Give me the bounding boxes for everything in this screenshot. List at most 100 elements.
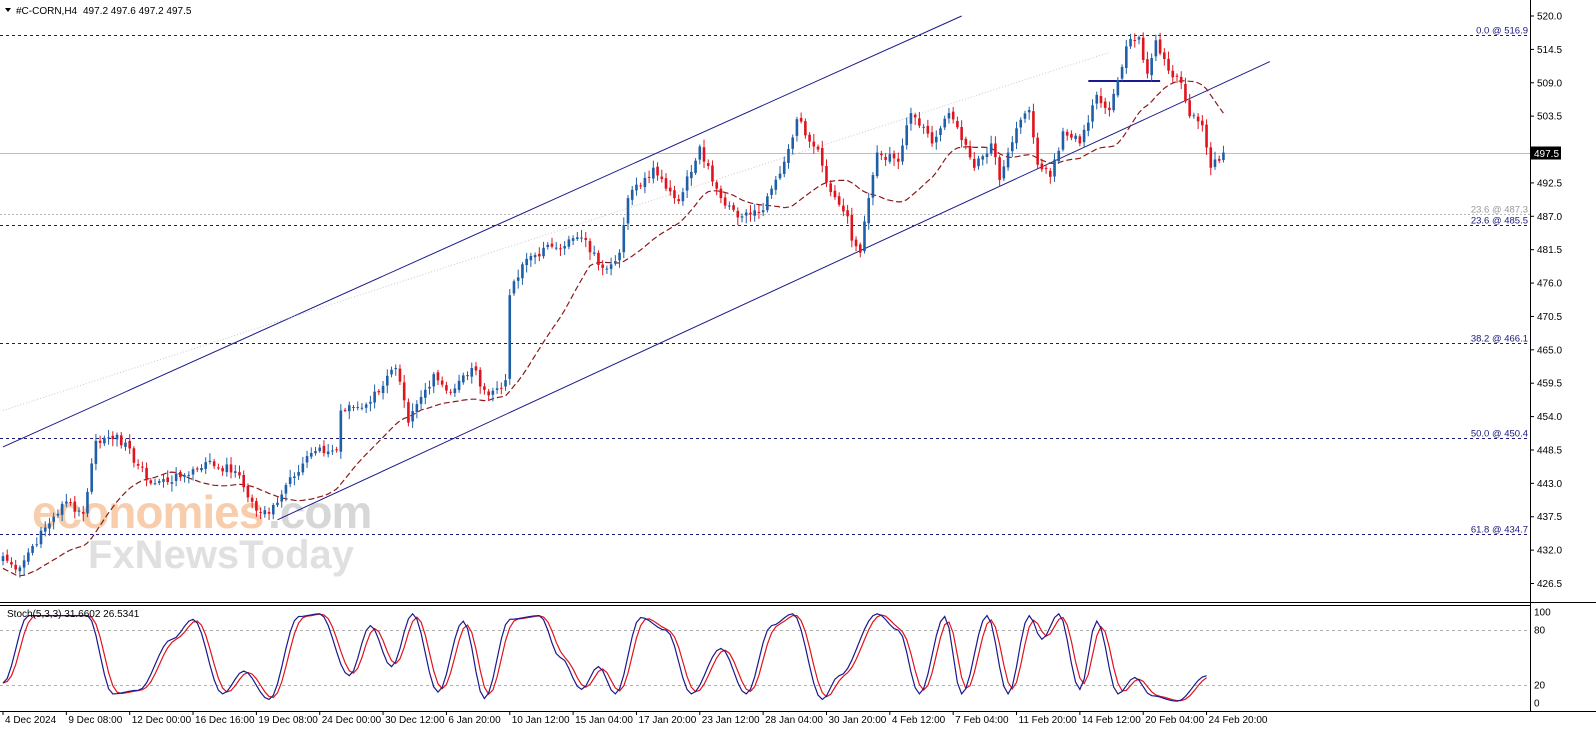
candle-body <box>483 386 486 390</box>
fib-label-4: 50.0 @ 450.4 <box>1471 429 1528 440</box>
candle-body <box>1179 76 1183 83</box>
candle <box>723 192 727 209</box>
candle <box>385 369 389 394</box>
candle-body <box>221 468 224 472</box>
candle-body <box>1053 159 1056 177</box>
candle-body <box>858 244 862 253</box>
candle <box>466 371 469 381</box>
candle-body <box>1154 40 1158 57</box>
current-price-label: 497.5 <box>1534 149 1559 160</box>
candle-body <box>956 120 959 128</box>
candle-body <box>635 184 638 191</box>
stoch-signal-line <box>2 613 1207 702</box>
candle <box>614 255 617 266</box>
price-tick-label: 470.5 <box>1537 312 1562 323</box>
candle-body <box>1061 131 1065 150</box>
candle-body <box>174 473 178 481</box>
candle <box>48 517 51 536</box>
trend-channel[interactable] <box>2 15 1271 521</box>
fib-label-1: 23.6 @ 487.3 <box>1471 205 1528 216</box>
candle-body <box>495 388 499 390</box>
time-tick-label: 19 Dec 08:00 <box>258 715 318 726</box>
candle <box>715 180 718 196</box>
candle-body <box>288 477 292 484</box>
candle-body <box>297 471 300 476</box>
candle <box>546 242 550 250</box>
candle <box>728 201 731 210</box>
candle <box>1074 133 1077 142</box>
candle <box>664 173 668 192</box>
candle-body <box>373 391 376 403</box>
candle-body <box>1217 158 1221 161</box>
candle-body <box>947 113 951 119</box>
candle <box>347 401 351 420</box>
candle <box>964 136 968 150</box>
price-tick-label: 437.5 <box>1537 512 1562 523</box>
candle-body <box>728 205 731 207</box>
candle-body <box>478 369 482 387</box>
candle-body <box>580 237 583 239</box>
candle <box>521 262 524 285</box>
price-tick-label: 454.0 <box>1537 412 1562 423</box>
candle-body <box>571 238 575 241</box>
candle-body <box>538 253 541 257</box>
candle <box>601 260 604 276</box>
candle <box>994 136 997 165</box>
candle <box>677 194 680 204</box>
candle <box>73 495 77 519</box>
candle-body <box>533 255 537 258</box>
time-tick-label: 11 Feb 20:00 <box>1019 715 1078 726</box>
candle-body <box>825 166 828 183</box>
price-tick-label: 448.5 <box>1537 445 1562 456</box>
dropdown-triangle-icon[interactable] <box>5 8 11 12</box>
candle-body <box>1006 152 1010 168</box>
candle-body <box>601 264 604 268</box>
candle <box>424 383 427 405</box>
candle <box>1002 160 1006 182</box>
candle <box>394 364 398 376</box>
candle <box>580 229 583 243</box>
candle-body <box>808 134 811 142</box>
candle <box>280 490 284 508</box>
candle-body <box>896 158 900 162</box>
candle <box>1209 142 1213 176</box>
candle-body <box>470 368 474 377</box>
candle-body <box>229 464 233 473</box>
candle-body <box>141 466 144 468</box>
candle <box>1222 145 1225 163</box>
candle-body <box>339 410 343 452</box>
candle-body <box>664 178 668 189</box>
candle-body <box>1108 107 1111 111</box>
candle <box>1082 124 1086 148</box>
candle-body <box>217 467 220 469</box>
candle-body <box>200 468 203 471</box>
candle <box>449 389 452 396</box>
candle-body <box>943 118 947 128</box>
candle-body <box>326 451 330 455</box>
candle-body <box>491 390 495 395</box>
stochastic-pane: 100 80 20 0 <box>0 608 1551 710</box>
candle-body <box>934 136 938 143</box>
candle <box>1137 35 1141 45</box>
candle-body <box>276 502 279 506</box>
candle-body <box>436 372 440 381</box>
watermark: economies .com FxNewsToday <box>32 486 372 577</box>
candle-body <box>761 210 765 213</box>
watermark-word-com: .com <box>268 486 371 538</box>
candle <box>1053 153 1056 182</box>
candle <box>939 125 942 142</box>
candle-body <box>673 190 676 199</box>
candle <box>1112 88 1115 113</box>
candle <box>808 132 811 148</box>
candle <box>871 172 875 206</box>
candle <box>191 466 195 481</box>
candle <box>1023 110 1027 123</box>
candle <box>740 213 744 223</box>
candle-body <box>964 138 968 145</box>
candle-body <box>905 125 909 146</box>
candle <box>35 537 39 548</box>
candle-body <box>52 516 55 522</box>
candle <box>440 376 444 388</box>
